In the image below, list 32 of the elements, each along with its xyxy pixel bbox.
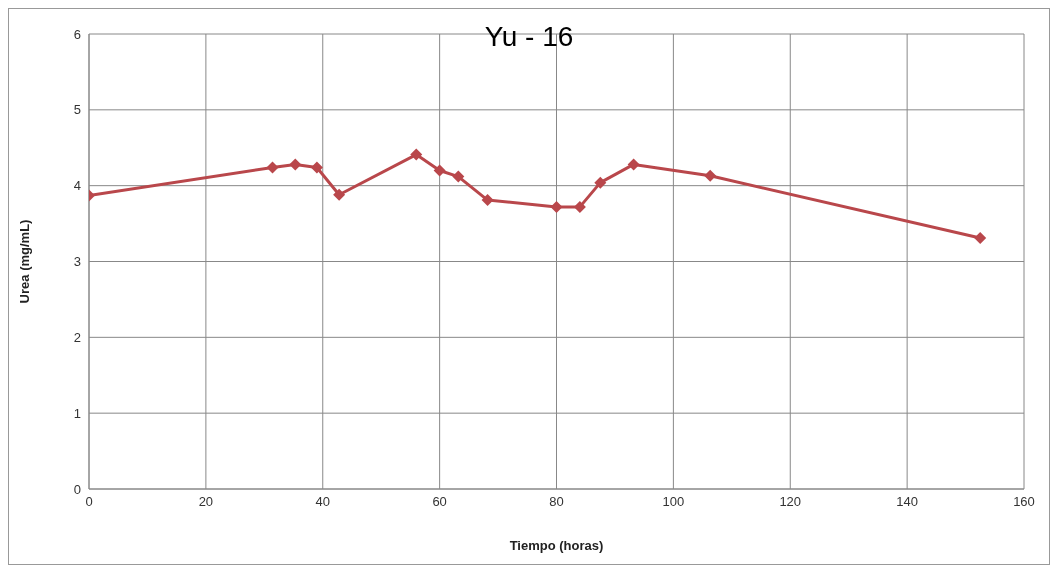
- x-tick-label: 80: [549, 494, 564, 510]
- point: [481, 194, 494, 207]
- point: [627, 158, 640, 171]
- y-tick-label: 1: [73, 405, 81, 421]
- point: [550, 200, 563, 213]
- point: [266, 161, 279, 174]
- y-tick-label: 6: [73, 26, 81, 42]
- x-tick-label: 40: [315, 494, 330, 510]
- point: [410, 148, 423, 161]
- x-tick-label: 60: [432, 494, 447, 510]
- chart-title: Yu - 16: [484, 21, 574, 52]
- point: [289, 158, 302, 171]
- point: [974, 231, 987, 244]
- point: [452, 170, 465, 183]
- point: [594, 176, 607, 189]
- y-tick-label: 3: [73, 254, 81, 270]
- x-tick-label: 120: [779, 494, 802, 510]
- x-tick-label: 0: [85, 494, 93, 510]
- point: [704, 169, 717, 182]
- y-tick-label: 4: [73, 178, 81, 194]
- x-tick-label: 20: [198, 494, 214, 510]
- y-tick-label: 2: [73, 329, 81, 345]
- x-tick-label: 160: [1013, 494, 1035, 510]
- x-tick-label: 140: [896, 494, 918, 510]
- point: [333, 188, 346, 201]
- point: [433, 164, 446, 177]
- x-axis-title: Tiempo (horas): [509, 538, 604, 554]
- point: [310, 161, 323, 174]
- y-axis-title: Urea (mg/mL): [16, 219, 32, 304]
- x-tick-label: 100: [662, 494, 685, 510]
- y-tick-label: 0: [73, 481, 81, 497]
- y-tick-label: 5: [73, 102, 81, 118]
